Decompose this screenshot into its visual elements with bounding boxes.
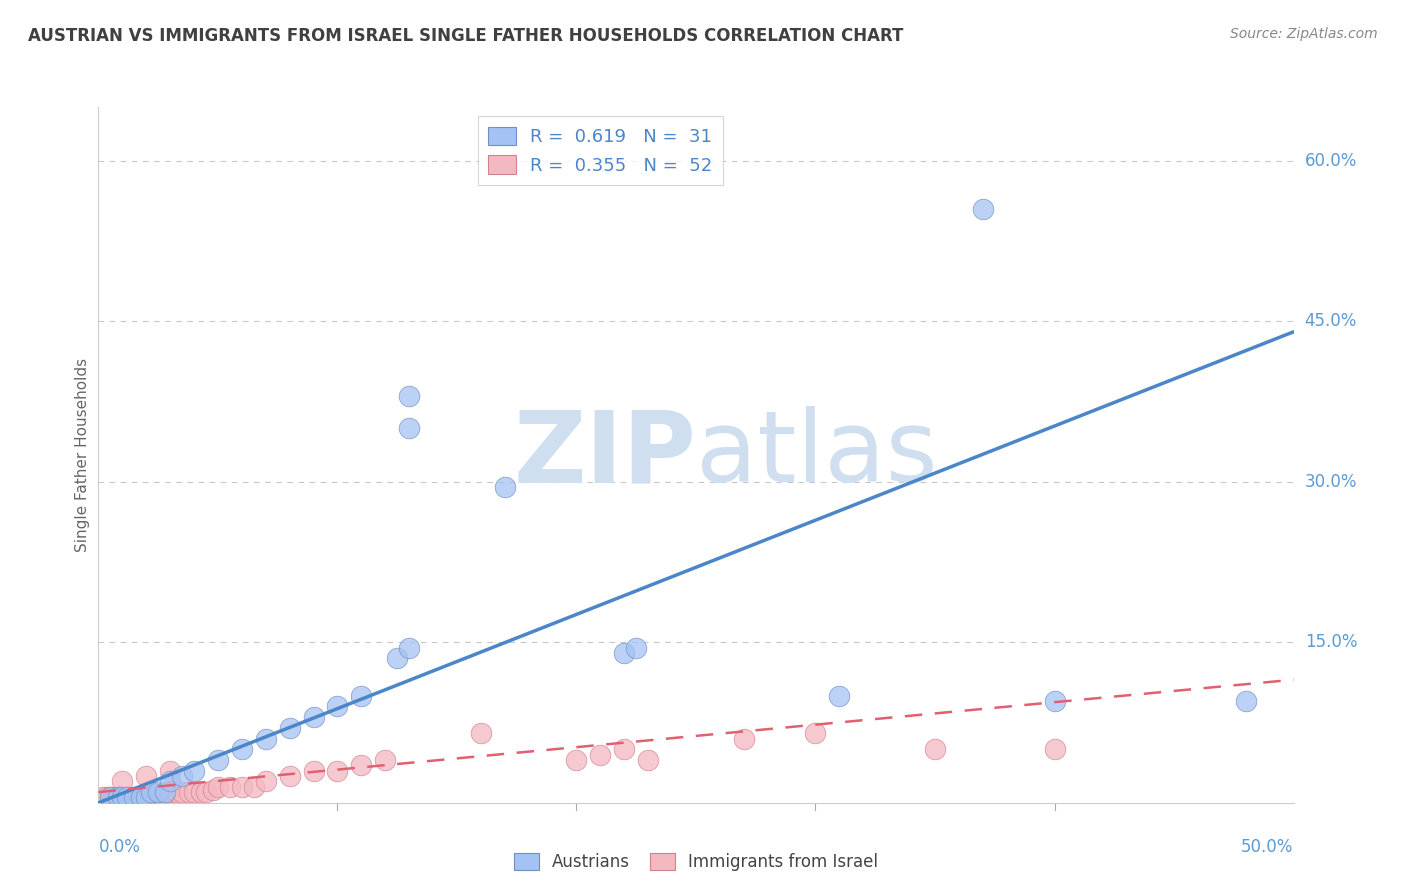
Point bbox=[278, 769, 301, 783]
Point bbox=[166, 785, 188, 799]
Point bbox=[194, 785, 217, 799]
Point bbox=[1043, 694, 1066, 708]
Point bbox=[207, 753, 229, 767]
Text: ZIP: ZIP bbox=[513, 407, 696, 503]
Y-axis label: Single Father Households: Single Father Households bbox=[75, 358, 90, 552]
Point bbox=[94, 790, 117, 805]
Point bbox=[733, 731, 755, 746]
Point bbox=[104, 790, 127, 805]
Point bbox=[107, 790, 129, 805]
Point bbox=[231, 742, 253, 756]
Text: atlas: atlas bbox=[696, 407, 938, 503]
Point bbox=[972, 202, 994, 216]
Point bbox=[637, 753, 659, 767]
Point bbox=[624, 640, 647, 655]
Point bbox=[804, 726, 827, 740]
Point bbox=[111, 790, 134, 805]
Point bbox=[124, 790, 146, 805]
Point bbox=[135, 790, 157, 805]
Point bbox=[121, 790, 143, 805]
Point bbox=[302, 764, 325, 778]
Legend: Austrians, Immigrants from Israel: Austrians, Immigrants from Israel bbox=[508, 847, 884, 878]
Point bbox=[231, 780, 253, 794]
Point bbox=[159, 785, 181, 799]
Text: 50.0%: 50.0% bbox=[1241, 838, 1294, 855]
Point bbox=[254, 774, 277, 789]
Point bbox=[139, 785, 162, 799]
Point bbox=[98, 790, 122, 805]
Point bbox=[115, 790, 138, 805]
Text: 45.0%: 45.0% bbox=[1305, 312, 1357, 330]
Point bbox=[135, 769, 157, 783]
Point bbox=[398, 640, 420, 655]
Point bbox=[159, 774, 181, 789]
Point bbox=[494, 480, 516, 494]
Point bbox=[278, 721, 301, 735]
Point bbox=[148, 785, 170, 799]
Point bbox=[350, 689, 373, 703]
Point bbox=[111, 774, 134, 789]
Point bbox=[202, 783, 225, 797]
Text: 0.0%: 0.0% bbox=[98, 838, 141, 855]
Point bbox=[219, 780, 242, 794]
Point bbox=[139, 790, 162, 805]
Point bbox=[589, 747, 612, 762]
Point bbox=[101, 790, 124, 805]
Point bbox=[172, 769, 194, 783]
Point bbox=[374, 753, 396, 767]
Point bbox=[385, 651, 409, 665]
Point bbox=[302, 710, 325, 724]
Point bbox=[398, 389, 420, 403]
Point bbox=[125, 790, 148, 805]
Point bbox=[254, 731, 277, 746]
Point bbox=[613, 646, 636, 660]
Text: 30.0%: 30.0% bbox=[1305, 473, 1357, 491]
Text: AUSTRIAN VS IMMIGRANTS FROM ISRAEL SINGLE FATHER HOUSEHOLDS CORRELATION CHART: AUSTRIAN VS IMMIGRANTS FROM ISRAEL SINGL… bbox=[28, 27, 904, 45]
Point bbox=[131, 790, 153, 805]
Point bbox=[124, 790, 146, 805]
Point bbox=[111, 790, 134, 805]
Point bbox=[155, 785, 177, 799]
Point bbox=[138, 790, 160, 805]
Point bbox=[326, 764, 349, 778]
Point bbox=[565, 753, 588, 767]
Text: 60.0%: 60.0% bbox=[1305, 152, 1357, 169]
Point bbox=[135, 790, 157, 805]
Point bbox=[924, 742, 946, 756]
Point bbox=[470, 726, 492, 740]
Point bbox=[207, 780, 229, 794]
Text: Source: ZipAtlas.com: Source: ZipAtlas.com bbox=[1230, 27, 1378, 41]
Point bbox=[1043, 742, 1066, 756]
Point bbox=[148, 787, 170, 801]
Point bbox=[1234, 694, 1257, 708]
Point bbox=[398, 421, 420, 435]
Text: 15.0%: 15.0% bbox=[1305, 633, 1357, 651]
Point bbox=[243, 780, 266, 794]
Point bbox=[108, 790, 131, 805]
Point bbox=[114, 790, 136, 805]
Point bbox=[613, 742, 636, 756]
Point bbox=[828, 689, 851, 703]
Point bbox=[115, 790, 138, 805]
Point bbox=[98, 790, 122, 805]
Point bbox=[128, 790, 150, 805]
Point bbox=[326, 699, 349, 714]
Point bbox=[131, 790, 153, 805]
Point bbox=[183, 764, 205, 778]
Point bbox=[107, 790, 129, 805]
Point bbox=[118, 790, 141, 805]
Point bbox=[155, 787, 177, 801]
Point bbox=[183, 785, 205, 799]
Point bbox=[179, 785, 201, 799]
Point bbox=[190, 785, 212, 799]
Point bbox=[350, 758, 373, 772]
Point bbox=[132, 790, 155, 805]
Point bbox=[159, 764, 181, 778]
Point bbox=[172, 785, 194, 799]
Point bbox=[91, 790, 114, 805]
